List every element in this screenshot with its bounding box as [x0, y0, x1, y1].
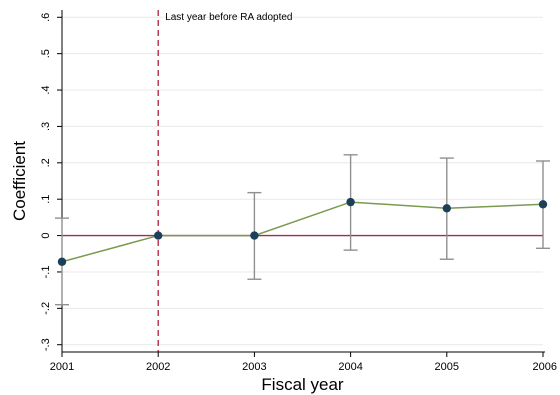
x-tick-label: 2006: [533, 361, 557, 373]
data-point: [250, 231, 259, 240]
data-point: [57, 257, 67, 266]
data-point: [538, 200, 548, 209]
series-line: [61, 201, 544, 263]
x-tick-label: 2005: [435, 361, 459, 373]
y-tick-label: .6: [40, 13, 52, 22]
y-axis-title: Coefficient: [10, 141, 29, 221]
x-tick-label: 2004: [338, 361, 362, 373]
vertical-line-label: Last year before RA adopted: [165, 12, 292, 23]
x-axis-title: Fiscal year: [261, 375, 344, 394]
axes: -.3 -.2 -.1 0 .1 .2 .3 .4 .5 .6 2001 2002 2003 2004 20…: [40, 10, 557, 373]
y-tick-label: .2: [40, 158, 52, 167]
data-point: [442, 204, 451, 213]
x-tick-label: 2001: [50, 361, 74, 373]
y-tick-label: -.1: [40, 266, 52, 279]
data-point: [346, 197, 355, 207]
data-point: [154, 231, 163, 240]
x-tick-label: 2002: [146, 361, 170, 373]
y-tick-label: -.2: [40, 302, 52, 315]
y-tick-label: .5: [40, 49, 52, 58]
y-tick-label: .3: [40, 122, 52, 131]
y-tick-label: .4: [40, 85, 52, 94]
x-tick-label: 2003: [242, 361, 266, 373]
reference-lines: [62, 10, 543, 352]
y-tick-label: 0: [40, 233, 52, 239]
y-tick-label: .1: [40, 195, 52, 204]
series: [57, 197, 548, 266]
y-tick-label: -.3: [40, 338, 52, 351]
